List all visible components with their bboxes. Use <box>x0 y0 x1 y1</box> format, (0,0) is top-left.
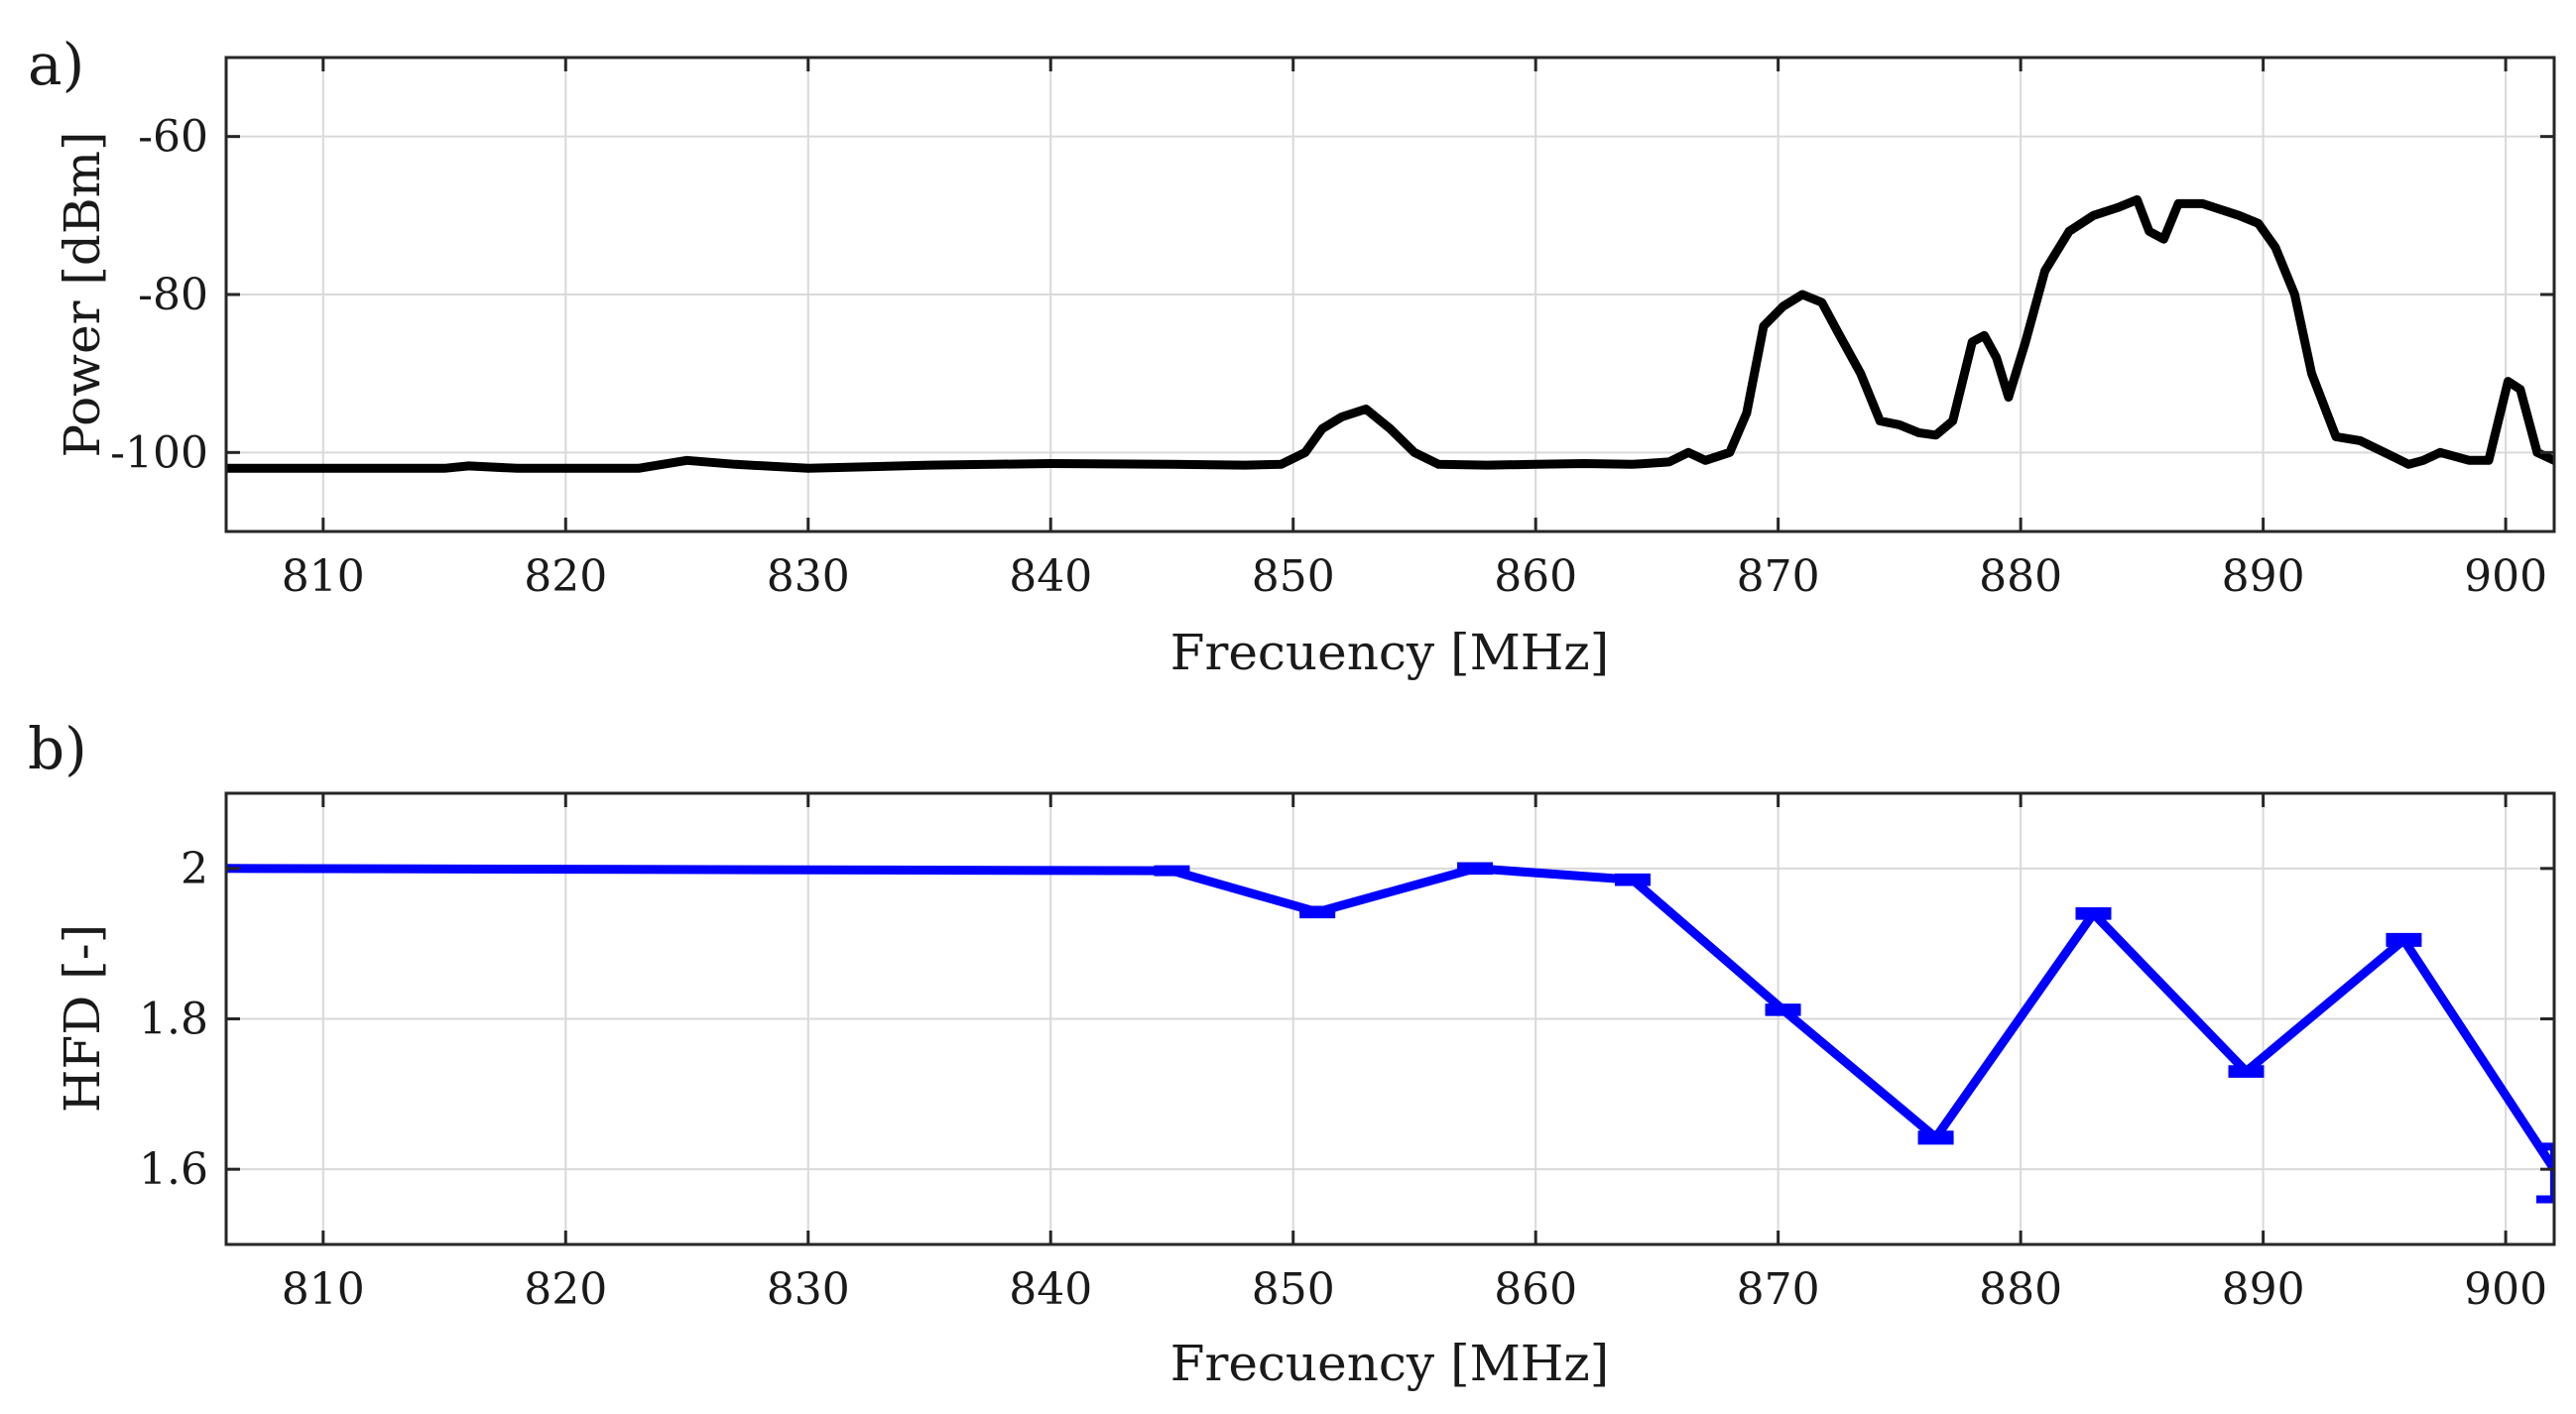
x-tick-label: 840 <box>1009 551 1092 602</box>
x-tick-label: 820 <box>524 1264 607 1315</box>
x-tick-label: 900 <box>2464 551 2547 602</box>
y-tick-label: -60 <box>138 112 208 163</box>
x-tick-label: 850 <box>1252 1264 1335 1315</box>
y-tick-label: -80 <box>138 270 208 320</box>
error-bar <box>2536 1142 2554 1204</box>
panel-b-x-axis-label: Frecuency [MHz] <box>1170 1335 1609 1392</box>
panel-a-series <box>226 194 2554 473</box>
panel-a-grid <box>226 58 2554 531</box>
y-tick-label: 1.8 <box>139 995 208 1045</box>
error-bar <box>2228 1065 2265 1078</box>
error-bar <box>1299 905 1336 919</box>
error-bar <box>1457 862 1494 876</box>
series-group <box>226 862 2554 1204</box>
panel-b-letter: b) <box>28 715 87 782</box>
x-tick-label: 890 <box>2222 551 2305 602</box>
panel-a-ticks: 810 820 830 840 850 860 870 880 890 900 -100 -80 -60 <box>110 58 2554 602</box>
x-tick-label: 820 <box>524 551 607 602</box>
series-line <box>226 194 2554 473</box>
error-bar <box>1917 1130 1954 1145</box>
panel-b-series <box>226 862 2554 1204</box>
x-tick-label: 870 <box>1737 1264 1820 1315</box>
x-tick-label: 830 <box>767 551 850 602</box>
y-tick-label: -100 <box>110 427 208 478</box>
error-bar <box>1765 1003 1801 1016</box>
panel-b-hfd: b) 810 820 830 840 850 860 870 880 890 900 1.6 1.8 2… <box>28 715 2556 1392</box>
y-tick-label: 1.6 <box>139 1144 208 1195</box>
panel-a-y-axis-label: Power [dBm] <box>54 131 111 457</box>
error-bar <box>2386 932 2422 947</box>
x-tick-label: 880 <box>1979 551 2062 602</box>
x-tick-label: 870 <box>1737 551 1820 602</box>
y-tick-label: 2 <box>181 844 208 894</box>
panel-a-x-axis-label: Frecuency [MHz] <box>1170 624 1609 681</box>
x-tick-label: 900 <box>2464 1264 2547 1315</box>
x-tick-label: 850 <box>1252 551 1335 602</box>
panel-b-y-axis-label: HFD [-] <box>54 924 111 1113</box>
x-tick-label: 860 <box>1494 551 1577 602</box>
x-tick-label: 810 <box>282 1264 365 1315</box>
panel-a-letter: a) <box>28 31 84 98</box>
error-bar <box>2075 907 2112 920</box>
panel-b-ticks: 810 820 830 840 850 860 870 880 890 900 1.6 1.8 2 <box>139 793 2554 1315</box>
x-tick-label: 840 <box>1009 1264 1092 1315</box>
panel-a-power-spectrum: a) 810 820 830 840 850 860 870 880 890 900 -100 -80… <box>28 31 2556 681</box>
error-bar <box>1614 873 1651 886</box>
x-tick-label: 830 <box>767 1264 850 1315</box>
series-group <box>226 194 2554 473</box>
x-tick-label: 810 <box>282 551 365 602</box>
x-tick-label: 880 <box>1979 1264 2062 1315</box>
x-tick-label: 890 <box>2222 1264 2305 1315</box>
error-bar <box>1154 865 1190 877</box>
x-tick-label: 860 <box>1494 1264 1577 1315</box>
